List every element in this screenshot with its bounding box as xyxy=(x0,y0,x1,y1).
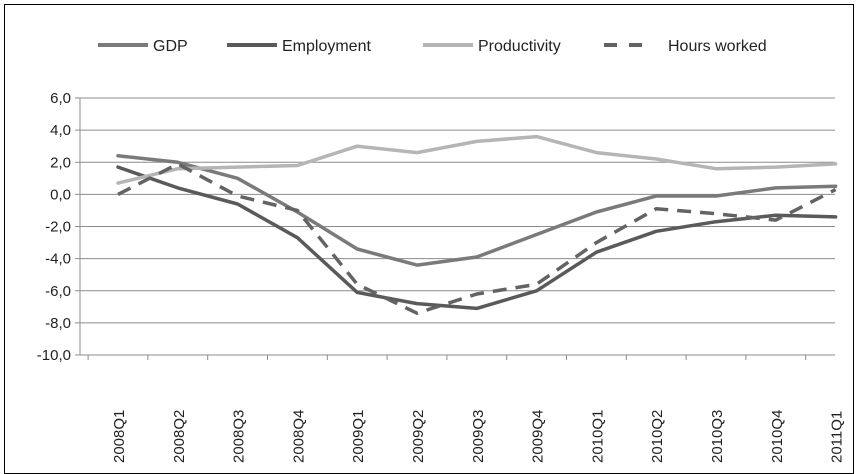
y-axis-ticks: 6,0 4,0 2,0 0,0 -2,0 -4,0 -6,0 -8,0 -10,0 xyxy=(37,90,71,364)
x-tick-label: 2010Q4 xyxy=(769,410,786,463)
legend-label: Hours worked xyxy=(668,38,767,55)
series-line-employment xyxy=(116,165,838,311)
series-line-hours-worked xyxy=(117,162,837,315)
y-tick-label: -2,0 xyxy=(45,219,71,236)
y-tick-label: 6,0 xyxy=(50,90,71,107)
x-tick-label: 2010Q2 xyxy=(649,410,666,463)
x-tick-label: 2008Q1 xyxy=(111,410,128,463)
y-tick-label: 4,0 xyxy=(50,122,71,139)
x-tick-label: 2009Q4 xyxy=(530,410,547,463)
y-tick-label: 0,0 xyxy=(50,186,71,203)
legend-label: Productivity xyxy=(478,38,561,55)
chart-frame xyxy=(4,4,854,474)
y-tick-label: -8,0 xyxy=(45,315,71,332)
x-tick-label: 2008Q2 xyxy=(171,410,188,463)
x-tick-label: 2010Q1 xyxy=(589,410,606,463)
legend-label: GDP xyxy=(153,38,188,55)
y-tick-label: -10,0 xyxy=(37,347,71,364)
x-tick-label: 2008Q3 xyxy=(231,410,248,463)
x-tick-label: 2008Q4 xyxy=(290,410,307,463)
gridlines xyxy=(75,97,835,356)
x-tick-label: 2009Q3 xyxy=(470,410,487,463)
x-tick-label: 2010Q3 xyxy=(709,410,726,463)
y-tick-label: -6,0 xyxy=(45,283,71,300)
legend: GDP Employment Productivity Hours worked xyxy=(98,38,767,55)
x-tick-label: 2011Q1 xyxy=(829,411,846,463)
series-line-gdp xyxy=(116,154,838,267)
series-lines xyxy=(116,134,838,315)
x-tick-label: 2009Q2 xyxy=(410,410,427,463)
legend-label: Employment xyxy=(282,38,371,55)
series-line-productivity xyxy=(116,134,838,185)
y-tick-label: 2,0 xyxy=(50,154,71,171)
x-axis: 2008Q1 2008Q2 2008Q3 2008Q4 2009Q1 2009Q2 2009… xyxy=(87,355,846,463)
x-tick-label: 2009Q1 xyxy=(350,410,367,463)
y-tick-label: -4,0 xyxy=(45,251,71,268)
